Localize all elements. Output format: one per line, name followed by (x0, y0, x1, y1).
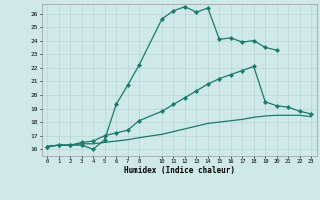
X-axis label: Humidex (Indice chaleur): Humidex (Indice chaleur) (124, 166, 235, 175)
